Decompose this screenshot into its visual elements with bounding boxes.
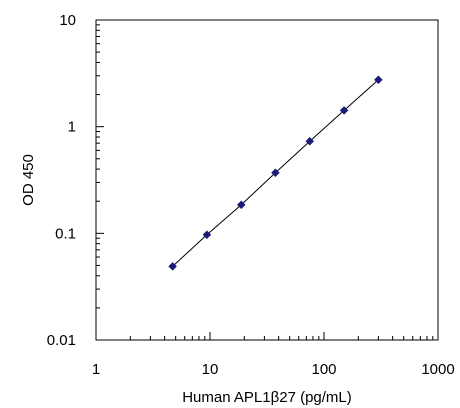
- data-point: [305, 136, 315, 146]
- data-point: [271, 168, 280, 178]
- x-tick-label: 10: [202, 361, 219, 378]
- x-tick-labels: 1 10 100 1000: [92, 361, 455, 378]
- x-tick-label: 1: [92, 361, 100, 378]
- x-axis-title: Human APL1β27 (pg/mL): [182, 389, 352, 406]
- x-tick-label: 1000: [421, 361, 454, 378]
- data-point: [202, 230, 212, 240]
- y-tick-label: 0.01: [47, 332, 76, 349]
- minor-ticks: [96, 24, 434, 340]
- y-axis-title: OD 450: [20, 154, 37, 206]
- data-point: [374, 75, 383, 85]
- y-tick-labels: 0.01 0.1 1 10: [47, 12, 76, 349]
- data-point: [339, 106, 349, 115]
- x-tick-label: 100: [311, 361, 336, 378]
- plot-frame: [95, 19, 439, 341]
- y-tick-label: 10: [59, 12, 76, 29]
- y-tick-label: 0.1: [55, 225, 76, 242]
- y-tick-label: 1: [68, 119, 76, 136]
- data-points: [168, 75, 383, 271]
- data-point: [236, 200, 246, 210]
- data-point: [168, 262, 177, 271]
